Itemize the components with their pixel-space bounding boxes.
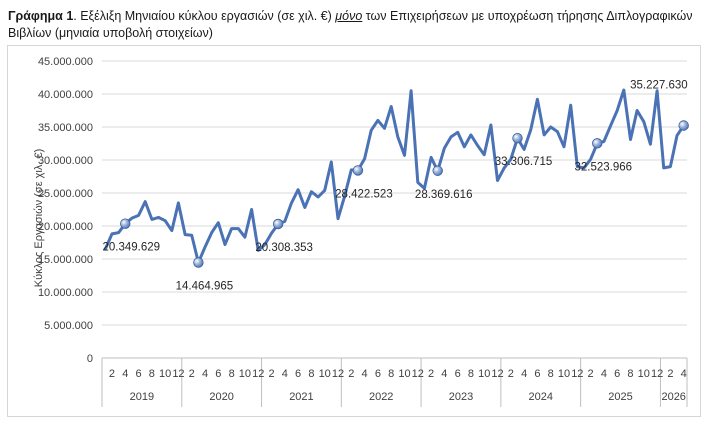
x-month-tick-label: 8 <box>388 368 394 380</box>
caption-emphasis: μόνο <box>335 9 363 23</box>
x-month-tick-label: 10 <box>638 368 650 380</box>
x-month-tick-label: 6 <box>215 368 221 380</box>
data-point-marker <box>352 165 364 176</box>
x-month-tick-label: 4 <box>681 368 687 380</box>
x-month-tick-label: 6 <box>295 368 301 380</box>
caption-text-1: . Εξέλιξη Μηνιαίου κύκλου εργασιών (σε χ… <box>73 9 336 23</box>
x-year-label: 2019 <box>130 391 154 403</box>
x-month-tick-label: 6 <box>614 368 620 380</box>
x-month-tick-label: 8 <box>229 368 235 380</box>
x-month-tick-label: 2 <box>268 368 274 380</box>
data-label: 33.306.715 <box>495 156 553 168</box>
x-month-tick-label: 2 <box>667 368 673 380</box>
x-year-label: 2025 <box>608 391 632 403</box>
x-year-label: 2022 <box>369 391 393 403</box>
x-year-label: 2021 <box>289 391 313 403</box>
data-label: 14.464.965 <box>176 281 234 293</box>
y-tick-label: 15.000.000 <box>38 254 93 266</box>
data-point-marker <box>193 257 204 268</box>
y-axis-ticks: 0 5.000.000 10.000.000 15.000.000 20.000.000… <box>38 56 93 365</box>
x-axis: 2 4 6 8 10 12 2 4 6 8 10 12 2 4 6 8 10 12 2 4 6 8 10 12 2 4 6 8 10 12… <box>101 357 688 407</box>
x-month-tick-label: 10 <box>558 368 570 380</box>
data-point-marker <box>432 165 443 176</box>
x-month-tick-label: 8 <box>627 368 633 380</box>
x-month-tick-label: 12 <box>491 368 503 380</box>
chart-caption: Γράφημα 1. Εξέλιξη Μηνιαίου κύκλου εργασ… <box>8 8 703 42</box>
x-month-tick-label: 10 <box>398 368 410 380</box>
y-tick-label: 25.000.000 <box>38 188 93 200</box>
data-point-marker <box>272 218 284 230</box>
y-tick-label: 5.000.000 <box>44 320 93 332</box>
data-point-marker <box>512 132 523 144</box>
x-year-label: 2020 <box>209 391 233 403</box>
x-month-tick-label: 4 <box>282 368 288 380</box>
data-point-marker <box>120 218 131 229</box>
x-month-tick-label: 10 <box>319 368 331 380</box>
gridlines <box>102 60 687 326</box>
data-label: 32.523.966 <box>574 161 632 173</box>
x-month-tick-label: 2 <box>428 368 434 380</box>
x-month-tick-label: 10 <box>159 368 171 380</box>
data-label: 20.308.353 <box>255 242 313 254</box>
x-month-tick-label: 12 <box>651 368 663 380</box>
x-month-tick-label: 12 <box>571 368 583 380</box>
x-month-tick-label: 4 <box>362 368 368 380</box>
y-tick-label: 10.000.000 <box>38 287 93 299</box>
y-tick-label: 40.000.000 <box>38 89 93 101</box>
x-month-tick-label: 10 <box>239 368 251 380</box>
x-month-tick-label: 8 <box>149 368 155 380</box>
x-month-tick-label: 6 <box>136 368 142 380</box>
y-tick-label: 0 <box>87 353 93 365</box>
x-month-tick-label: 6 <box>375 368 381 380</box>
x-month-tick-label: 8 <box>308 368 314 380</box>
data-label: 28.422.523 <box>335 188 393 200</box>
x-month-tick-label: 4 <box>441 368 447 380</box>
x-month-tick-label: 6 <box>534 368 540 380</box>
caption-lead: Γράφημα 1 <box>8 9 74 23</box>
y-tick-label: 45.000.000 <box>38 56 93 68</box>
x-year-label: 2024 <box>529 391 553 403</box>
annotations: 20.349.629 14.464.965 20.308.353 28.422.523… <box>102 79 689 293</box>
x-month-tick-label: 4 <box>122 368 128 380</box>
x-month-tick-label: 12 <box>252 368 264 380</box>
data-label: 35.227.630 <box>630 79 688 91</box>
x-month-tick-label: 6 <box>455 368 461 380</box>
x-month-tick-label: 4 <box>202 368 208 380</box>
data-label: 28.369.616 <box>415 189 473 201</box>
x-year-label: 2023 <box>449 391 473 403</box>
x-month-tick-label: 2 <box>348 368 354 380</box>
data-point-marker <box>678 120 689 131</box>
x-month-tick-label: 2 <box>189 368 195 380</box>
x-month-tick-label: 12 <box>332 368 344 380</box>
series-layer <box>103 88 686 264</box>
x-month-tick-label: 2 <box>109 368 115 380</box>
x-month-tick-label: 2 <box>588 368 594 380</box>
x-month-tick-label: 4 <box>521 368 527 380</box>
x-month-tick-label: 4 <box>601 368 607 380</box>
caption-text-2: των Επιχειρήσεων με υποχρέωση τήρησης Δι… <box>8 9 693 40</box>
y-tick-label: 20.000.000 <box>38 221 93 233</box>
y-axis-title: Κύκλος Εργασιών (σε χιλ. €) <box>33 149 45 288</box>
x-year-label: 2026 <box>661 391 685 403</box>
x-month-tick-label: 10 <box>478 368 490 380</box>
data-label: 20.349.629 <box>102 242 160 254</box>
x-month-tick-label: 2 <box>508 368 514 380</box>
x-month-tick-label: 12 <box>412 368 424 380</box>
series-line <box>103 88 686 264</box>
x-month-tick-label: 12 <box>172 368 184 380</box>
x-month-tick-label: 8 <box>548 368 554 380</box>
x-month-tick-label: 8 <box>468 368 474 380</box>
y-tick-label: 30.000.000 <box>38 155 93 167</box>
data-point-marker <box>592 138 603 149</box>
y-tick-label: 35.000.000 <box>38 122 93 134</box>
chart-frame <box>7 45 701 417</box>
